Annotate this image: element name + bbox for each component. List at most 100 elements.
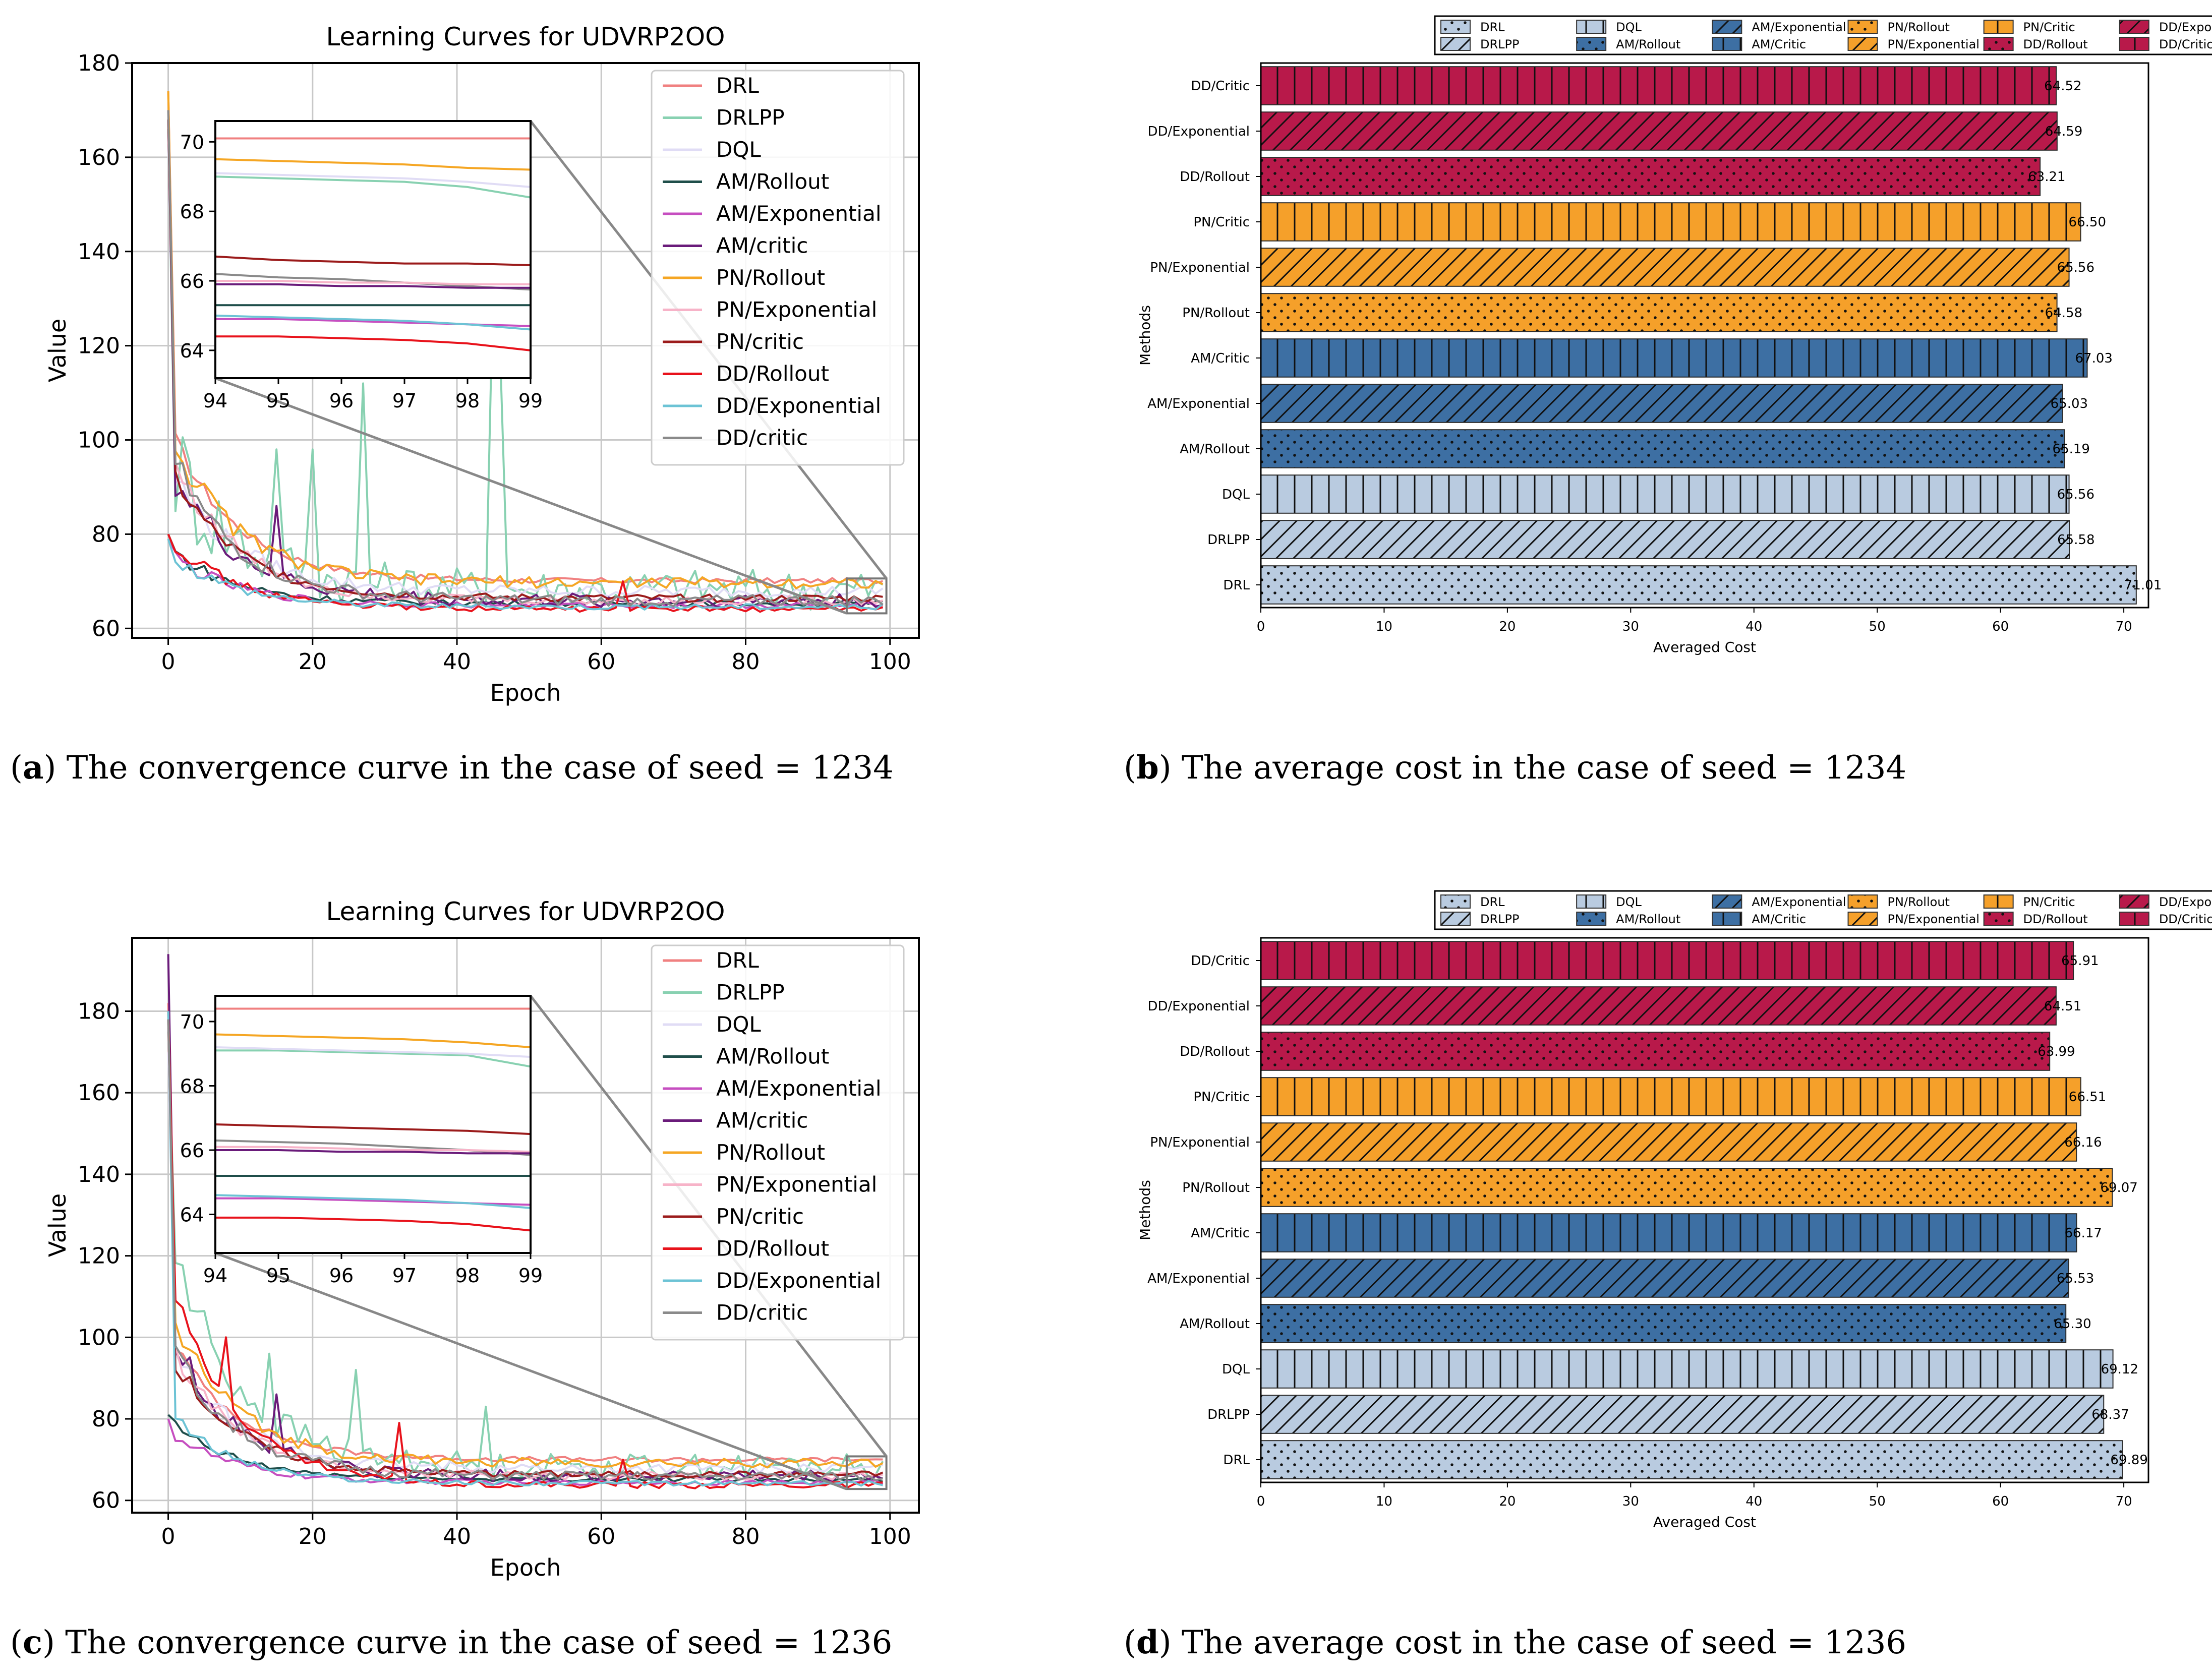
bar-am-exponential [1260,384,2063,423]
bar-drlpp [1260,1395,2105,1434]
legend-label-drlpp: DRLPP [1480,37,1519,51]
inset-y-tick-label: 70 [180,1011,204,1033]
y-tick-label-am-critic: AM/Critic [1191,351,1250,366]
legend-label-pn-critic: PN/critic [716,329,804,354]
legend-swatch-dd-rollout [1983,37,2014,51]
inset-line-pn-rollout [215,158,531,171]
inset-x-tick-label: 98 [455,390,480,412]
legend-label-am-exponential: AM/Exponential [1752,20,1846,34]
x-tick-label: 100 [869,649,911,675]
legend-label-dd-critic: DD/Critic [2159,912,2212,926]
legend-label-drlpp: DRLPP [716,980,785,1005]
bar-value-label-am-exponential: 65.03 [2051,396,2088,411]
y-tick-label-drlpp: DRLPP [1207,532,1250,548]
legend-label-dd-exponential: DD/Exponential [716,393,881,418]
bar-dd-rollout [1260,1032,2051,1071]
legend-box [651,944,905,1341]
x-axis-label: Epoch [490,679,561,706]
bar-dql [1260,474,2070,514]
x-tick-label: 20 [1499,619,1516,634]
inset-frame [214,120,532,379]
bar-am-rollout [1260,429,2065,468]
legend-label-pn-exponential: PN/Exponential [1888,912,1980,926]
bar-value-label-dd-exponential: 64.59 [2045,124,2082,139]
legend-swatch-dd-rollout [1983,912,2014,926]
y-axis-label: Methods [1137,1180,1153,1240]
bar-value-label-am-critic: 67.03 [2075,351,2113,366]
x-tick-label: 40 [1745,619,1762,634]
bar-value-label-dd-rollout: 63.21 [2028,169,2065,185]
legend-label-dql: DQL [716,137,761,162]
legend-swatch-drlpp [1440,912,1471,926]
x-tick-label: 50 [1869,1494,1886,1509]
legend-label-drl: DRL [1480,895,1505,909]
x-tick-label: 50 [1869,619,1886,634]
series-line-am-exponential [167,1418,884,1486]
legend-label-am-rollout: AM/Rollout [1616,912,1680,926]
bar-value-label-drlpp: 65.58 [2057,532,2094,548]
inset-line-dd-rollout [215,335,531,351]
y-tick-label-dd-exponential: DD/Exponential [1147,124,1250,139]
zoom-connector-bottom [215,377,847,615]
inset-x-tick-label: 97 [392,1265,417,1287]
legend-label-dd-critic: DD/Critic [2159,37,2212,51]
x-tick-label: 70 [2116,619,2132,634]
legend-label-am-exponential: AM/Exponential [716,1076,882,1101]
inset-line-drlpp [215,1049,531,1068]
bar-drlpp [1260,520,2070,559]
bar-dd-critic [1260,941,2074,980]
inset-x-tick-label: 94 [203,1265,227,1287]
bar-value-label-dql: 69.12 [2101,1362,2138,1377]
legend-box [651,70,905,466]
chart-a-learning-curves-seed-1234: Learning Curves for UDVRP2OO 94 95 96 97 98 99… [44,22,920,706]
legend-label-am-exponential: AM/Exponential [716,201,882,226]
inset-x-tick-label: 99 [518,1265,543,1287]
legend-label-dd-exponential: DD/Exponential [2159,20,2212,34]
y-tick-label-dd-rollout: DD/Rollout [1180,169,1250,185]
x-tick-label: 20 [299,649,327,675]
legend-swatch-am-exponential [1712,894,1742,909]
plot-frame [131,62,920,639]
bar-value-label-dd-critic: 64.52 [2044,79,2081,94]
y-tick-label-am-exponential: AM/Exponential [1147,396,1250,411]
zoom-region-box [845,577,888,615]
y-tick-label-am-critic: AM/Critic [1191,1226,1250,1241]
inset-x-tick-label: 95 [266,1265,290,1287]
y-tick-label-drlpp: DRLPP [1207,1407,1250,1422]
bar-value-label-drlpp: 68.37 [2091,1407,2129,1422]
legend-swatch-am-rollout [1576,912,1607,926]
legend-swatch-dql [1576,20,1607,34]
inset-line-dql [215,1046,531,1058]
x-tick-label: 30 [1622,619,1639,634]
bar-value-label-pn-exponential: 66.16 [2064,1135,2102,1150]
legend-swatch-am-critic [1712,37,1742,51]
x-tick-label: 0 [161,649,176,675]
legend-swatch-pn-critic [1983,20,2014,34]
legend-swatch-am-rollout [1576,37,1607,51]
legend-label-am-rollout: AM/Rollout [1616,37,1680,51]
bar-am-critic [1260,338,2088,378]
caption-d: (d) The average cost in the case of seed… [1124,1624,1907,1661]
bar-dql [1260,1349,2114,1389]
inset-background [215,996,531,1253]
inset-line-drlpp [215,175,531,199]
series-line-pn-rollout [167,1011,884,1469]
legend-label-drl: DRL [716,73,760,98]
y-tick-label: 140 [78,239,120,265]
x-tick-label: 60 [587,1524,615,1549]
chart-d-average-cost-seed-1236: DRL DRLPP DQL AM/Rollout AM/Exponential AM/Cr… [1137,890,2212,1530]
x-tick-label: 40 [443,649,471,675]
y-tick-label: 180 [78,999,120,1025]
legend-label-pn-exponential: PN/Exponential [1888,37,1980,51]
legend-label-am-critic: AM/Critic [1752,37,1806,51]
series-line-am-rollout [167,533,883,608]
bar-value-label-am-exponential: 65.53 [2057,1271,2094,1286]
bar-drl [1260,565,2137,605]
bar-dd-rollout [1260,157,2041,196]
x-tick-label: 60 [1992,619,2009,634]
inset-line-pn-exponential [215,1146,531,1153]
inset-frame [214,995,532,1254]
y-tick-label: 160 [78,1080,120,1106]
legend-label-dql: DQL [1616,895,1642,909]
inset-line-dql [215,172,531,188]
